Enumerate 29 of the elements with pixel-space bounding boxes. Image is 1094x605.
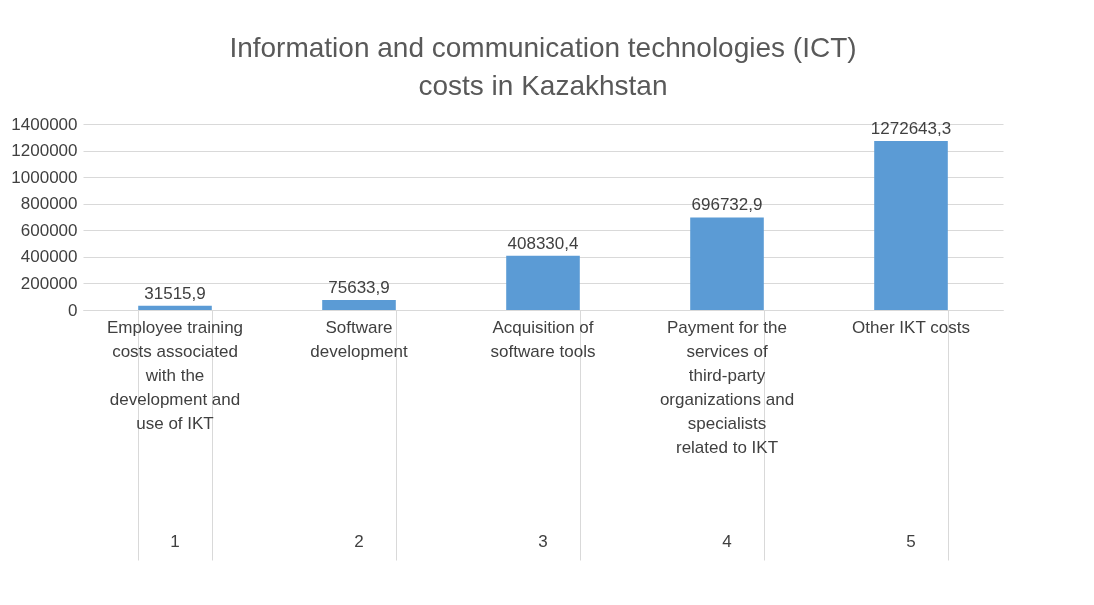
x-tick-label: Other IKT costs [852, 318, 970, 337]
bar [690, 217, 764, 310]
bar [322, 299, 396, 310]
data-label: 75633,9 [328, 277, 390, 297]
x-tick-label: Acquisition of software tools [490, 318, 596, 361]
y-tick-label: 800000 [20, 194, 78, 214]
data-label: 408330,4 [507, 233, 579, 253]
y-tick-label: 200000 [20, 273, 78, 293]
y-tick-label: 600000 [20, 220, 78, 240]
text: 3 [538, 532, 548, 551]
y-tick-label: 1200000 [11, 141, 78, 161]
y-tick-label: 1000000 [11, 167, 78, 187]
text: 5 [906, 532, 916, 551]
text: 2 [354, 532, 364, 551]
data-label: 696732,9 [691, 195, 763, 215]
bar [506, 255, 580, 310]
x-tick-label: Employee training costs associated with the development and use of IKT [106, 318, 244, 433]
data-label: 1272643,3 [870, 118, 952, 138]
data-label: 31515,9 [144, 283, 206, 303]
x-tick-label: Software development [310, 318, 408, 361]
y-tick-label: 0 [68, 300, 78, 320]
text: 4 [722, 532, 732, 551]
y-tick-label: 1400000 [11, 114, 78, 134]
bar [874, 140, 948, 310]
y-tick-label: 400000 [20, 247, 78, 267]
chart-title: Information and communication technologies (ICT) costs in Kazakhstan [229, 32, 857, 101]
x-tick-label: Payment for the services of third-party organizations and specialists related to IKT [659, 318, 795, 457]
text: 1 [170, 532, 180, 551]
bar [138, 305, 212, 310]
